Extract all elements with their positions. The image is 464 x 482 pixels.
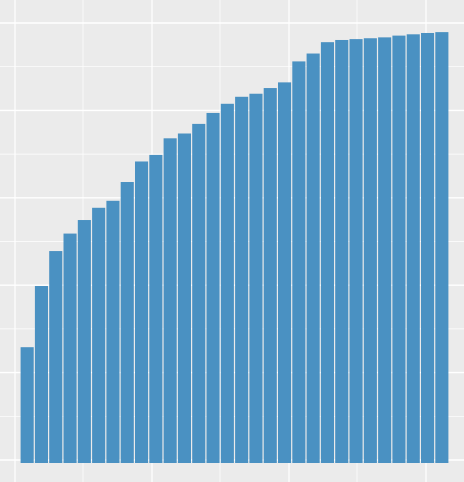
bar: [163, 138, 177, 463]
bar: [235, 96, 249, 463]
bar: [149, 154, 163, 464]
bar: [292, 61, 306, 464]
bar: [20, 347, 34, 463]
bar: [263, 88, 277, 464]
bar: [378, 37, 392, 464]
bar: [49, 251, 63, 463]
bar: [435, 32, 449, 464]
bar: [120, 182, 134, 463]
bar: [306, 53, 320, 463]
bar: [220, 103, 234, 463]
bar: [320, 42, 334, 464]
bar: [77, 220, 91, 463]
bar: [349, 39, 363, 464]
bar: [135, 161, 149, 463]
bar: [192, 123, 206, 463]
bar: [63, 233, 77, 463]
bar: [363, 38, 377, 464]
bar: [278, 82, 292, 464]
bar: [335, 39, 349, 463]
bar: [206, 112, 220, 464]
bar: [34, 286, 48, 463]
bar: [392, 35, 406, 464]
bar: [249, 93, 263, 464]
bar: [106, 200, 120, 464]
bars: [20, 32, 449, 464]
bar: [421, 32, 435, 464]
bar: [177, 133, 191, 463]
bar: [406, 34, 420, 464]
bar: [92, 207, 106, 463]
